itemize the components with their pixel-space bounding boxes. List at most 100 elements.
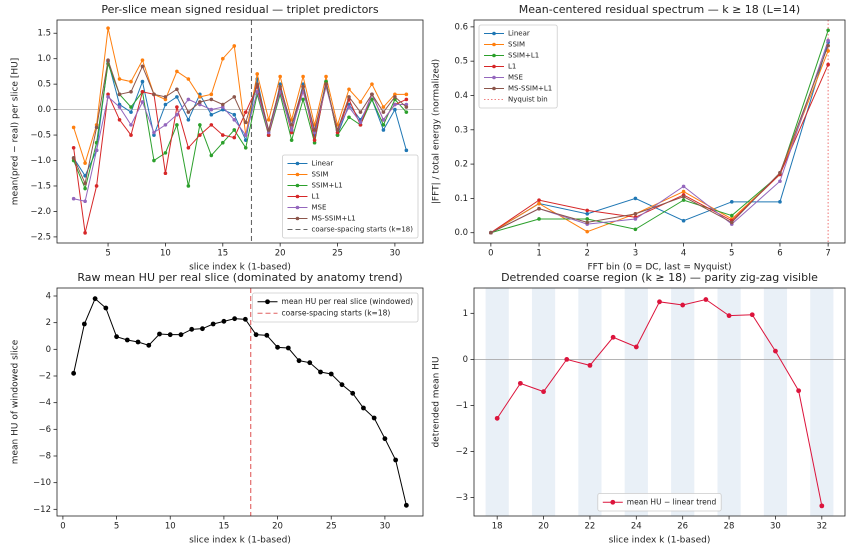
y-axis-label: mean(pred − real) per slice [HU] <box>11 58 21 205</box>
point <box>541 389 546 395</box>
point <box>275 344 280 350</box>
point <box>370 82 374 86</box>
y-tick-label: −6 <box>38 425 51 435</box>
legend-label: SSIM+L1 <box>311 182 342 190</box>
point <box>301 84 305 89</box>
series-line <box>73 84 407 233</box>
point <box>826 43 830 48</box>
point <box>358 123 363 127</box>
point <box>278 82 282 86</box>
y-tick-label: −2 <box>455 447 468 457</box>
point <box>94 140 99 145</box>
point <box>347 115 351 120</box>
x-tick-label: 30 <box>389 249 400 259</box>
point <box>633 344 639 350</box>
legend-marker <box>265 299 270 305</box>
point <box>393 95 397 99</box>
y-tick-label: −2.5 <box>30 232 51 242</box>
point <box>157 331 162 337</box>
point <box>232 117 237 122</box>
y-tick-label: −12 <box>33 505 51 515</box>
point <box>324 79 328 84</box>
point <box>175 123 179 127</box>
point <box>404 110 409 114</box>
y-tick-label: −2 <box>38 372 51 382</box>
point <box>749 312 755 318</box>
point <box>83 186 87 191</box>
parity-band <box>763 288 788 516</box>
y-tick-label: 0.5 <box>37 80 51 90</box>
y-tick-label: −0.5 <box>30 131 51 141</box>
legend-label: coarse-spacing starts (k=18) <box>311 226 413 234</box>
point <box>117 77 122 81</box>
x-tick-label: 25 <box>326 522 337 532</box>
panel-title: Per-slice mean signed residual — triplet… <box>101 3 378 16</box>
y-tick-label: −4 <box>38 398 51 408</box>
x-axis-label: slice index k (1-based) <box>609 536 711 546</box>
y-tick-label: 1.5 <box>37 29 51 39</box>
point <box>778 200 782 204</box>
x-tick-label: 20 <box>272 522 283 532</box>
point <box>189 326 195 332</box>
point <box>209 107 214 112</box>
point <box>537 217 541 221</box>
point <box>71 196 76 201</box>
y-tick-label: 0.0 <box>37 105 51 115</box>
legend-label: Nyquist bin <box>508 96 548 104</box>
plot-frame <box>56 19 424 244</box>
legend-label: SSIM <box>508 41 525 49</box>
point <box>381 128 386 132</box>
series-line <box>73 60 407 186</box>
y-tick-label: 0 <box>46 345 51 355</box>
point <box>726 313 732 319</box>
legend-label: Linear <box>508 30 530 38</box>
x-tick-label: 5 <box>105 249 110 259</box>
x-tick-label: 1 <box>536 249 541 259</box>
point <box>681 194 686 199</box>
point <box>285 345 291 351</box>
point <box>826 49 830 53</box>
point <box>175 105 179 109</box>
point <box>633 212 638 216</box>
legend-box <box>252 292 419 323</box>
series-line <box>490 64 829 234</box>
point <box>729 213 734 218</box>
point <box>289 128 294 132</box>
legend-marker <box>492 64 496 69</box>
point <box>347 95 351 99</box>
point <box>633 227 638 232</box>
point <box>163 102 168 107</box>
point <box>140 64 145 69</box>
point <box>243 133 248 137</box>
point <box>83 231 87 235</box>
point <box>140 79 145 84</box>
point <box>266 117 271 122</box>
y-tick-label: −1 <box>455 401 468 411</box>
point <box>335 128 340 132</box>
parity-band <box>810 288 834 516</box>
x-tick-label: 6 <box>777 249 782 259</box>
point <box>266 130 271 135</box>
legend-label: SSIM <box>311 171 328 179</box>
point <box>200 326 205 332</box>
point <box>318 369 323 375</box>
point <box>71 145 76 150</box>
point <box>264 332 270 338</box>
y-tick-label: 2 <box>46 318 51 328</box>
point <box>381 117 386 122</box>
point <box>537 206 541 211</box>
y-tick-label: 0.0 <box>454 228 468 238</box>
point <box>347 102 351 107</box>
point <box>403 502 409 508</box>
point <box>114 334 119 340</box>
y-axis-label: detrended mean HU <box>432 356 442 447</box>
legend-box <box>478 24 558 109</box>
point <box>681 198 686 202</box>
point <box>370 97 374 102</box>
point <box>312 140 317 145</box>
y-tick-label: 0.3 <box>454 125 468 135</box>
panel-title: Mean-centered residual spectrum — k ≥ 18… <box>519 3 800 16</box>
point <box>146 342 152 348</box>
point <box>71 156 76 160</box>
point <box>106 92 110 97</box>
